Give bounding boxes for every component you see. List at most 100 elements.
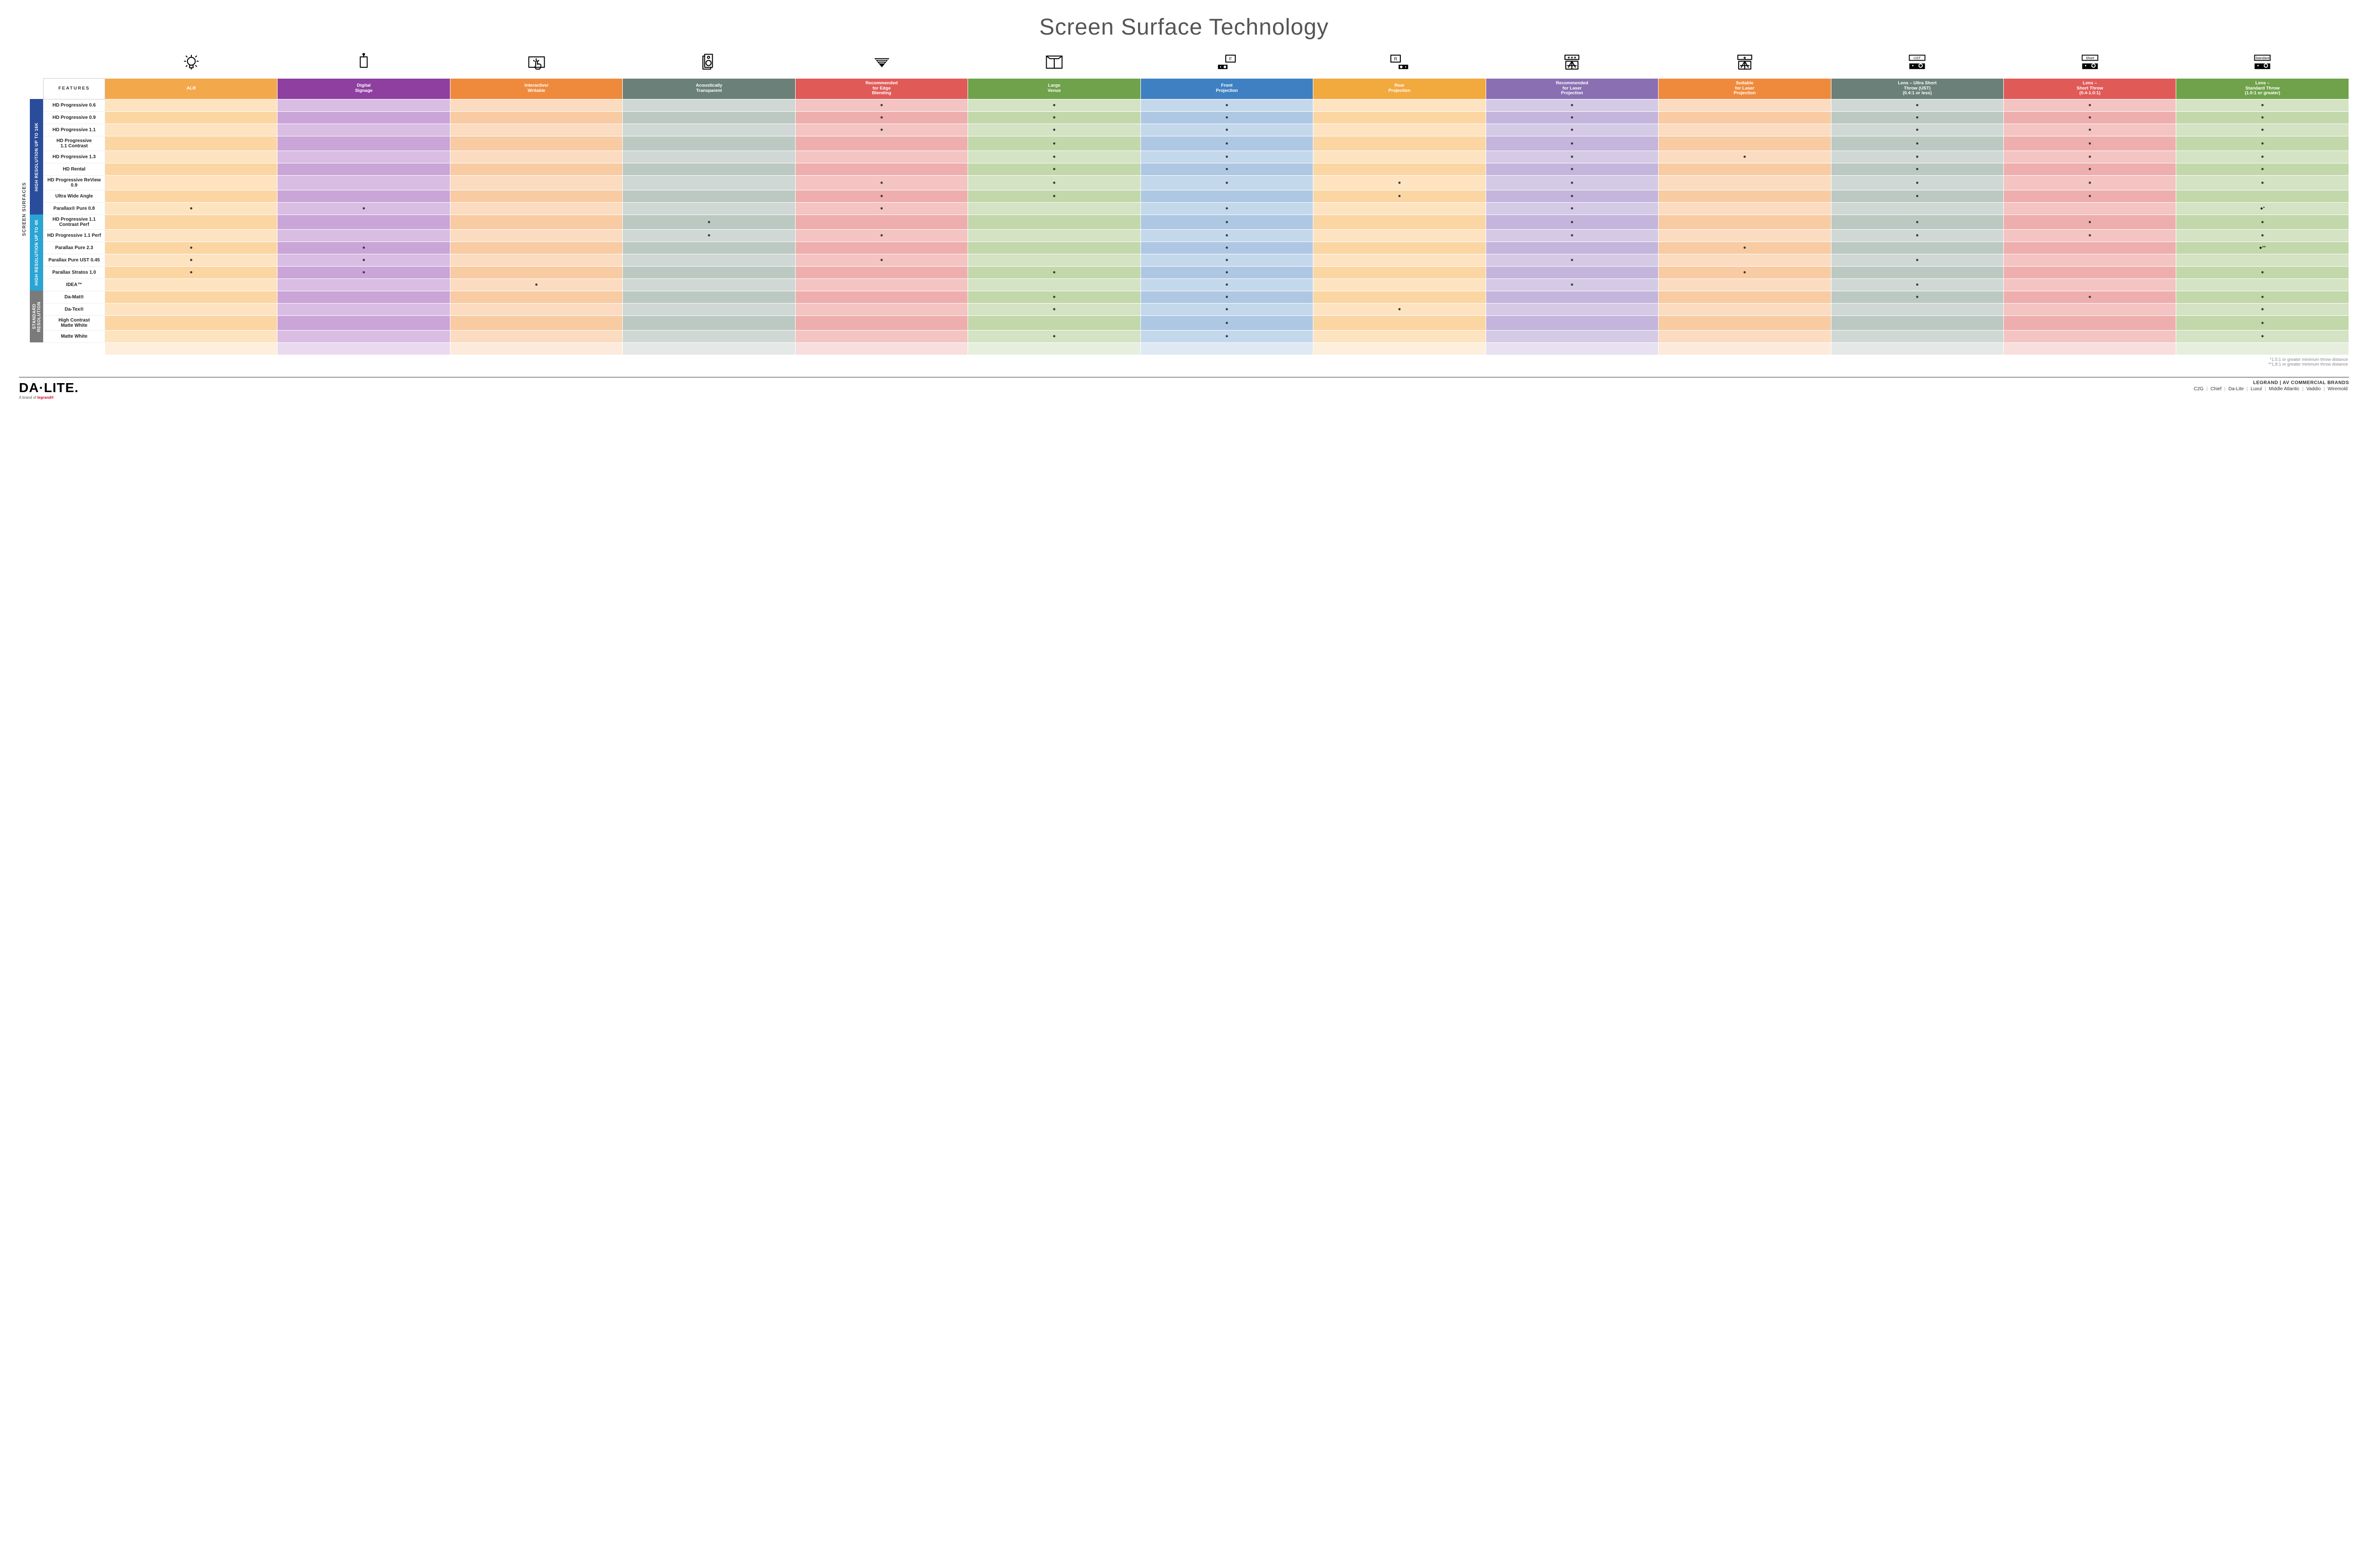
cell [623, 266, 795, 278]
cell [1486, 315, 1658, 330]
footnotes: *1.5:1 or greater minimum throw distance… [44, 355, 2349, 368]
cell [1313, 266, 1486, 278]
row-label: HD Progressive 1.1 [44, 124, 105, 136]
cell [1831, 136, 2003, 151]
cell [450, 175, 622, 190]
cell [2003, 190, 2176, 202]
cell [795, 151, 968, 163]
cell [795, 278, 968, 291]
reclaser-icon: ★★★ [1486, 50, 1658, 78]
row-label: HD Rental [44, 163, 105, 175]
cell [623, 278, 795, 291]
col-suitlaser-header: Suitablefor LaserProjection [1659, 78, 1831, 99]
cell [2003, 202, 2176, 215]
brand-logo: DA·LITE. A brand of legrand® [19, 380, 79, 400]
cell [1831, 242, 2003, 254]
cell [795, 190, 968, 202]
cell [1140, 330, 1313, 342]
cell [278, 254, 450, 266]
cell [1486, 99, 1658, 111]
cell [1313, 254, 1486, 266]
cell [2176, 99, 2349, 111]
group-label: HIGH RESOLUTION UP TO 16K [30, 99, 43, 215]
cell [1140, 175, 1313, 190]
signage-icon [278, 50, 450, 78]
ust-icon: UST [1831, 50, 2003, 78]
cell [623, 291, 795, 303]
cell [623, 202, 795, 215]
cell [278, 99, 450, 111]
cell [2176, 229, 2349, 242]
short-icon: Short [2003, 50, 2176, 78]
cell [2003, 136, 2176, 151]
cell [2003, 151, 2176, 163]
alr-icon [105, 50, 278, 78]
cell [105, 303, 278, 315]
cell [1831, 303, 2003, 315]
cell [1831, 151, 2003, 163]
cell [2176, 124, 2349, 136]
cell [1140, 266, 1313, 278]
cell [795, 175, 968, 190]
cell [623, 215, 795, 229]
cell [2176, 136, 2349, 151]
col-ust-header: Lens – Ultra ShortThrow (UST)(0.4:1 or l… [1831, 78, 2003, 99]
cell [1140, 229, 1313, 242]
cell [1486, 330, 1658, 342]
cell [968, 99, 1140, 111]
col-short-header: Lens –Short Throw(0.4-1.0:1) [2003, 78, 2176, 99]
cell [2176, 190, 2349, 202]
cell [1313, 190, 1486, 202]
cell [278, 124, 450, 136]
cell [968, 215, 1140, 229]
cell [1659, 215, 1831, 229]
cell [2003, 303, 2176, 315]
cell [623, 330, 795, 342]
cell [1659, 242, 1831, 254]
cell [450, 229, 622, 242]
suitlaser-icon: ★ [1659, 50, 1831, 78]
cell [1486, 229, 1658, 242]
cell [450, 124, 622, 136]
cell [2176, 315, 2349, 330]
cell [1140, 190, 1313, 202]
cell [105, 99, 278, 111]
table-row: Parallax Pure 2.3●** [44, 242, 2349, 254]
cell [623, 242, 795, 254]
cell [2176, 151, 2349, 163]
svg-text:F: F [1229, 57, 1232, 62]
cell [2176, 291, 2349, 303]
row-label: Parallax® Pure 0.8 [44, 202, 105, 215]
cell [795, 136, 968, 151]
cell [278, 215, 450, 229]
cell [795, 163, 968, 175]
table-row: HD Rental [44, 163, 2349, 175]
table-row: HD Progressive 1.1Contrast Perf [44, 215, 2349, 229]
cell [1831, 278, 2003, 291]
cell [968, 229, 1140, 242]
group-label: STANDARDRESOLUTION [30, 291, 43, 342]
col-std-header: Lens –Standard Throw(1.0:1 or greater) [2176, 78, 2349, 99]
cell [1313, 202, 1486, 215]
cell [2176, 111, 2349, 124]
cell [2176, 278, 2349, 291]
cell [968, 151, 1140, 163]
row-label: HD Progressive 0.9 [44, 111, 105, 124]
cell [623, 163, 795, 175]
row-label: Parallax Pure 2.3 [44, 242, 105, 254]
acoustic-icon [623, 50, 795, 78]
cell [450, 190, 622, 202]
spacer-row [44, 342, 2349, 355]
table-row: Matte White [44, 330, 2349, 342]
row-label: Parallax Pure UST 0.45 [44, 254, 105, 266]
cell [968, 136, 1140, 151]
row-label: High ContrastMatte White [44, 315, 105, 330]
cell [1831, 330, 2003, 342]
table-row: Parallax Pure UST 0.45 [44, 254, 2349, 266]
cell [968, 254, 1140, 266]
cell [795, 229, 968, 242]
cell [968, 266, 1140, 278]
cell [1659, 190, 1831, 202]
cell [1659, 303, 1831, 315]
cell [450, 99, 622, 111]
